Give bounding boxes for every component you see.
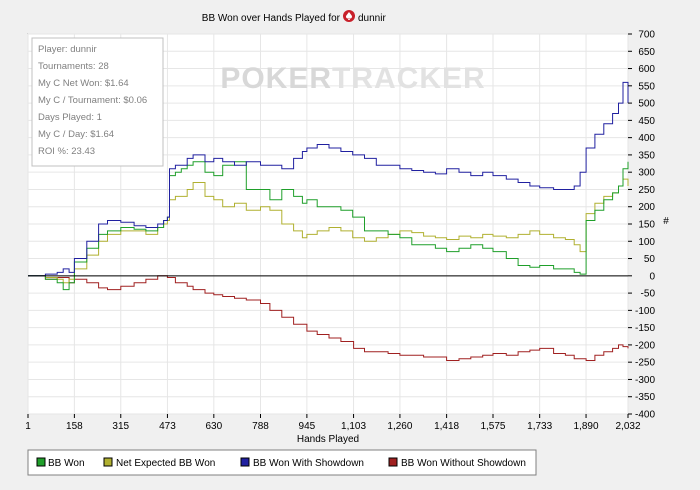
watermark-tracker: TRACKER [332, 62, 486, 95]
y-tick-label: 300 [638, 168, 655, 179]
y-tick-label: 0 [649, 271, 655, 282]
y-tick-label: 200 [638, 202, 655, 213]
pokerstars-spade-icon [343, 10, 355, 22]
y-axis-ticks: 7006506005505004504003503002502001501005… [628, 30, 655, 421]
y-tick-label: -150 [635, 323, 655, 334]
legend-label-non-showdown: BB Won Without Showdown [401, 458, 526, 469]
series-line-bb-won [28, 161, 629, 291]
info-net-won: My C Net Won: $1.64 [38, 78, 129, 89]
y-tick-label: -50 [641, 289, 656, 300]
x-axis-label: Hands Played [297, 434, 359, 445]
x-tick-label: 788 [252, 421, 269, 432]
y-tick-label: 350 [638, 150, 655, 161]
y-tick-label: 600 [638, 64, 655, 75]
y-tick-label: -100 [635, 306, 655, 317]
series-lines [28, 81, 629, 361]
legend-label-showdown: BB Won With Showdown [253, 458, 364, 469]
x-axis-ticks: 1 158 315 473 630 788 945 1,103 1,260 1,418 1,575 1… [25, 414, 641, 432]
y-tick-label: 250 [638, 185, 655, 196]
y-tick-label: 450 [638, 116, 655, 127]
legend-swatch-bb-won [36, 457, 46, 467]
x-tick-label: 1,890 [574, 421, 599, 432]
info-per-day: My C / Day: $1.64 [38, 129, 114, 140]
legend-label-bb-won: BB Won [48, 458, 85, 469]
y-tick-label: -200 [635, 340, 655, 351]
y-tick-label: -250 [635, 358, 655, 369]
y-tick-label: 100 [638, 237, 655, 248]
chart-title: BB Won over Hands Played for [202, 13, 341, 24]
y-axis-label: # [663, 216, 669, 227]
y-tick-label: 500 [638, 99, 655, 110]
legend-label-net-expected: Net Expected BB Won [116, 458, 215, 469]
y-tick-label: 550 [638, 81, 655, 92]
player-name-title: dunnir [358, 13, 386, 24]
x-tick-label: 1,575 [480, 421, 505, 432]
info-days-played: Days Played: 1 [38, 112, 102, 123]
info-player: Player: dunnir [38, 44, 97, 55]
y-tick-label: 150 [638, 220, 655, 231]
x-tick-label: 1 [25, 421, 31, 432]
info-tournaments: Tournaments: 28 [38, 61, 109, 72]
y-tick-label: 700 [638, 30, 655, 41]
player-info-box: Player: dunnir Tournaments: 28 My C Net … [31, 37, 164, 167]
y-tick-label: 50 [644, 254, 656, 265]
legend-swatch-net-expected [103, 457, 113, 467]
x-tick-label: 2,032 [615, 421, 640, 432]
x-tick-label: 1,418 [434, 421, 459, 432]
x-tick-label: 158 [66, 421, 83, 432]
legend: BB Won Net Expected BB Won BB Won With S… [27, 449, 537, 476]
y-tick-label: 400 [638, 133, 655, 144]
x-tick-label: 1,103 [341, 421, 366, 432]
x-tick-label: 315 [112, 421, 129, 432]
info-roi: ROI %: 23.43 [38, 146, 95, 157]
x-tick-label: 630 [205, 421, 222, 432]
x-tick-label: 473 [159, 421, 176, 432]
legend-swatch-showdown [240, 457, 250, 467]
y-tick-label: 650 [638, 47, 655, 58]
y-tick-label: -300 [635, 375, 655, 386]
y-tick-label: -350 [635, 392, 655, 403]
series-line-bb-won-with-showdown [28, 81, 629, 277]
x-tick-label: 945 [299, 421, 316, 432]
x-tick-label: 1,260 [387, 421, 412, 432]
watermark-poker: POKER [220, 62, 332, 95]
y-tick-label: -400 [635, 410, 655, 421]
legend-swatch-non-showdown [388, 457, 398, 467]
x-tick-label: 1,733 [527, 421, 552, 432]
series-line-bb-won-without-showdown [28, 275, 629, 361]
info-per-tournament: My C / Tournament: $0.06 [38, 95, 147, 106]
